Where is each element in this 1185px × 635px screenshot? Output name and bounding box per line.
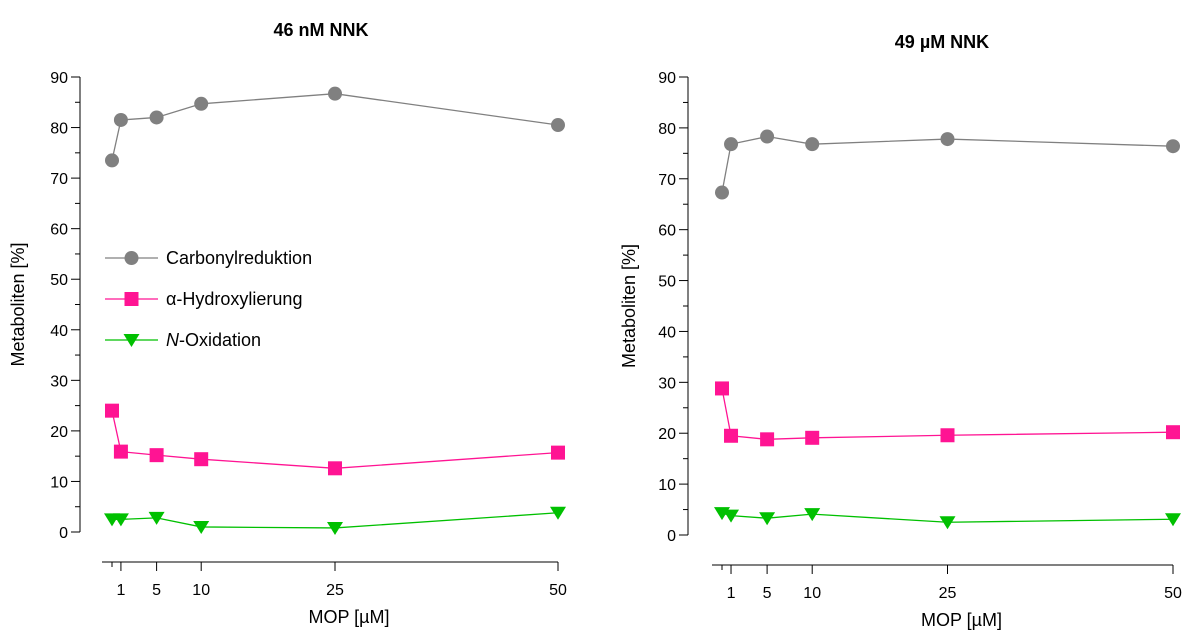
data-point (149, 448, 164, 463)
y-tick-label: 20 (658, 426, 676, 443)
series-3 (714, 507, 1181, 530)
data-point (1166, 139, 1180, 154)
legend-entry: α-Hydroxylierung (105, 289, 302, 309)
y-axis-label: Metaboliten [%] (619, 244, 639, 368)
x-tick-label: 10 (803, 585, 821, 602)
x-axis-label: MOP [µM] (308, 607, 389, 627)
x-tick-label: 5 (763, 585, 772, 602)
y-axis-label: Metaboliten [%] (8, 242, 28, 366)
y-tick-label: 90 (658, 70, 676, 87)
legend-label: α-Hydroxylierung (166, 289, 302, 309)
y-tick-label: 60 (50, 222, 68, 239)
data-point (715, 381, 729, 396)
legend-entry: Carbonylreduktion (105, 248, 312, 268)
data-point (804, 508, 821, 522)
y-tick-label: 80 (50, 121, 68, 138)
data-point (760, 129, 775, 144)
legend-label: N-Oxidation (166, 330, 261, 350)
data-point (105, 153, 119, 168)
data-point (724, 137, 739, 152)
y-tick-label: 60 (658, 223, 676, 240)
x-tick-label: 10 (192, 582, 210, 599)
x-tick-label: 1 (116, 582, 125, 599)
data-point (105, 403, 119, 418)
data-point (148, 511, 165, 525)
series-1 (715, 129, 1180, 200)
series-1 (105, 86, 565, 168)
data-point (149, 110, 164, 125)
series-3 (104, 506, 566, 535)
data-point (194, 452, 209, 467)
data-point (113, 112, 128, 127)
data-point (551, 118, 565, 133)
x-tick-label: 25 (939, 585, 957, 602)
x-tick-label: 50 (549, 582, 567, 599)
legend-marker (124, 251, 139, 265)
data-point (940, 428, 955, 443)
data-point (939, 516, 956, 530)
series-2 (715, 381, 1180, 447)
legend: Carbonylreduktion α-Hydroxylierung N-Oxida… (105, 248, 312, 350)
chart-panel-2: 49 µM NNK 0 10 20 30 40 50 60 70 80 90 1 5 10 25 50 MOP … (619, 32, 1182, 630)
data-point (1165, 513, 1181, 527)
data-point (194, 96, 209, 111)
y-tick-label: 80 (658, 121, 676, 138)
series-line (721, 135, 1174, 193)
y-tick-label: 70 (50, 171, 68, 188)
y-tick-label: 0 (59, 525, 68, 542)
legend-entry: N-Oxidation (105, 330, 261, 350)
x-tick-label: 25 (326, 582, 344, 599)
y-tick-label: 10 (658, 477, 676, 494)
data-point (550, 506, 566, 520)
data-point (805, 137, 820, 152)
data-point (113, 444, 128, 459)
data-point (112, 513, 129, 527)
x-tick-label: 5 (152, 582, 161, 599)
legend-marker (124, 292, 139, 306)
data-point (328, 461, 342, 476)
data-point (805, 430, 820, 445)
data-point (193, 520, 210, 534)
x-tick-label: 1 (727, 585, 736, 602)
chart-title: 49 µM NNK (895, 32, 989, 52)
y-tick-label: 30 (658, 375, 676, 392)
data-point (759, 512, 776, 526)
data-point (715, 185, 729, 200)
series-line (111, 93, 559, 161)
data-point (760, 432, 775, 447)
x-axis-label: MOP [µM] (921, 610, 1002, 630)
y-tick-label: 40 (658, 324, 676, 341)
data-point (327, 521, 343, 535)
chart-panel-1: 46 nM NNK 0 10 20 30 40 50 60 70 80 90 1 5 10 25 50 MOP … (8, 20, 567, 627)
x-tick-label: 50 (1164, 585, 1182, 602)
series-line (721, 388, 1174, 440)
data-point (724, 428, 739, 443)
y-tick-label: 50 (658, 274, 676, 291)
y-tick-label: 30 (50, 373, 68, 390)
data-point (1166, 425, 1180, 440)
series-line (111, 410, 559, 469)
data-point (723, 509, 740, 523)
legend-marker (123, 334, 140, 347)
y-tick-label: 90 (50, 70, 68, 87)
chart-title: 46 nM NNK (273, 20, 368, 40)
y-tick-label: 40 (50, 323, 68, 340)
y-tick-label: 70 (658, 172, 676, 189)
data-point (551, 445, 565, 460)
data-point (328, 86, 342, 101)
y-tick-label: 0 (667, 528, 676, 545)
series-2 (105, 403, 565, 476)
y-tick-label: 50 (50, 272, 68, 289)
y-tick-label: 10 (50, 474, 68, 491)
data-point (940, 132, 955, 147)
y-tick-label: 20 (50, 424, 68, 441)
legend-label: Carbonylreduktion (166, 248, 312, 268)
